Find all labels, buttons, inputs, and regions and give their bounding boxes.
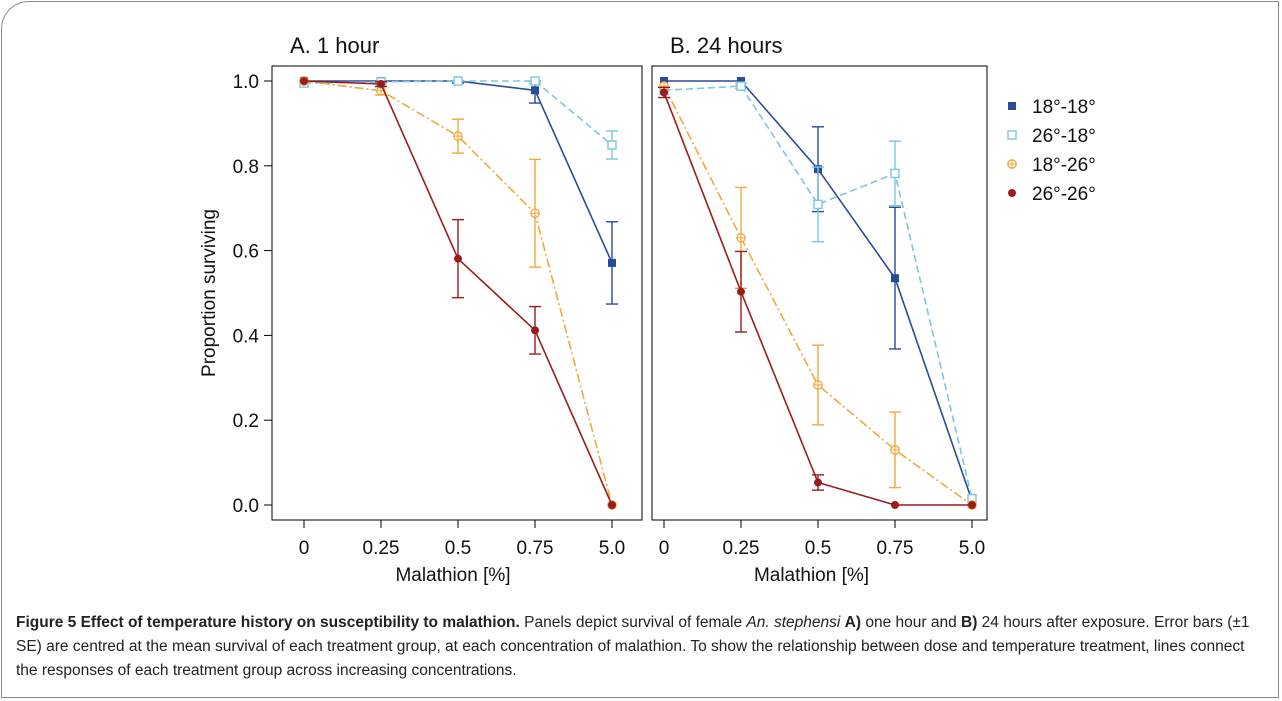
- y-tick-label: 0.6: [233, 242, 259, 263]
- malathion-survival-chart: A. 1 hour 0 0.25 0.5 0.75 5.0 Malathion [%] 0.0…: [199, 33, 1096, 586]
- series-26-18: [299, 76, 618, 160]
- series-18-26: [659, 81, 977, 510]
- caption-text-4: 24 hours after exposure. Error bars (±1 …: [16, 614, 1250, 679]
- legend-item-18-18: 18°-18°: [1008, 97, 1096, 118]
- data-point: [968, 501, 976, 509]
- data-point: [737, 77, 745, 85]
- data-point: [300, 77, 308, 85]
- legend-item-26-26: 26°-26°: [1008, 184, 1096, 205]
- data-point: [660, 77, 668, 85]
- data-point: [737, 287, 745, 296]
- panel-a: A. 1 hour 0 0.25 0.5 0.75 5.0 Malathion [%] 0.0…: [199, 33, 643, 586]
- caption-text-3: one hour and: [861, 614, 962, 631]
- panel-title: B. 24 hours: [670, 33, 783, 58]
- figure-caption: Figure 5 Effect of temperature history o…: [16, 611, 1268, 683]
- legend-marker: [1007, 130, 1017, 140]
- data-point: [814, 478, 822, 487]
- data-point: [736, 81, 746, 91]
- legend-label: 26°-18°: [1032, 126, 1096, 147]
- legend-label: 18°-26°: [1032, 155, 1096, 176]
- plot-frame: [271, 65, 643, 521]
- legend-marker: [1008, 102, 1016, 110]
- legend: 18°-18° 26°-18° 18°-26° 26°-26°: [1007, 97, 1096, 205]
- data-point: [891, 501, 899, 509]
- data-point: [608, 258, 616, 267]
- legend-marker: [1008, 189, 1016, 197]
- data-point: [891, 274, 899, 283]
- x-tick-label: 0.25: [363, 538, 400, 559]
- x-tick-label: 5.0: [959, 538, 985, 559]
- data-point: [660, 88, 668, 97]
- x-axis-label: Malathion [%]: [754, 565, 869, 586]
- legend-label: 18°-18°: [1032, 97, 1096, 118]
- x-tick-label: 0.5: [445, 538, 471, 559]
- x-tick-label: 0: [659, 538, 670, 559]
- plot-frame: [651, 65, 988, 521]
- series-26-26: [300, 77, 616, 509]
- caption-panel-b: B): [961, 614, 978, 631]
- data-point: [453, 76, 463, 86]
- data-point: [736, 233, 746, 243]
- data-point: [377, 79, 385, 88]
- data-point: [531, 86, 539, 95]
- data-point: [608, 501, 616, 509]
- x-tick-label: 0.75: [517, 538, 554, 559]
- x-tick-label: 0: [299, 538, 310, 559]
- data-point: [531, 326, 539, 335]
- panel-title: A. 1 hour: [290, 33, 379, 58]
- data-point: [530, 76, 540, 86]
- data-point: [890, 445, 900, 455]
- series-18-18: [660, 77, 976, 505]
- panel-b: B. 24 hours 0 0.25 0.5 0.75 5.0 Malathion [%] 1…: [651, 33, 1096, 586]
- legend-marker: [1007, 159, 1017, 169]
- legend-label: 26°-26°: [1032, 184, 1096, 205]
- caption-panel-a: A): [844, 614, 862, 631]
- data-point: [530, 208, 540, 219]
- data-point: [813, 380, 823, 390]
- y-axis-label: Proportion surviving: [199, 209, 220, 377]
- caption-species: An. stephensi: [746, 614, 841, 631]
- data-point: [890, 168, 900, 179]
- legend-item-18-26: 18°-26°: [1007, 155, 1096, 176]
- data-point: [453, 131, 463, 141]
- y-tick-label: 0.8: [233, 157, 259, 178]
- caption-label: Figure 5 Effect of temperature history o…: [16, 614, 520, 631]
- y-tick-label: 0.0: [233, 496, 259, 517]
- data-point: [813, 199, 823, 210]
- x-tick-label: 0.25: [723, 538, 760, 559]
- data-point: [607, 140, 617, 150]
- y-tick-label: 0.2: [233, 411, 259, 432]
- x-tick-label: 0.5: [805, 538, 831, 559]
- y-tick-label: 1.0: [233, 72, 259, 93]
- x-tick-label: 0.75: [877, 538, 914, 559]
- data-point: [454, 254, 462, 263]
- y-tick-label: 0.4: [233, 326, 260, 347]
- series-line: [663, 85, 973, 499]
- legend-item-26-18: 26°-18°: [1007, 126, 1096, 147]
- x-axis-label: Malathion [%]: [395, 565, 510, 586]
- caption-text-1: Panels depict survival of female: [519, 614, 747, 631]
- x-tick-label: 5.0: [599, 538, 625, 559]
- series-26-26: [658, 86, 976, 509]
